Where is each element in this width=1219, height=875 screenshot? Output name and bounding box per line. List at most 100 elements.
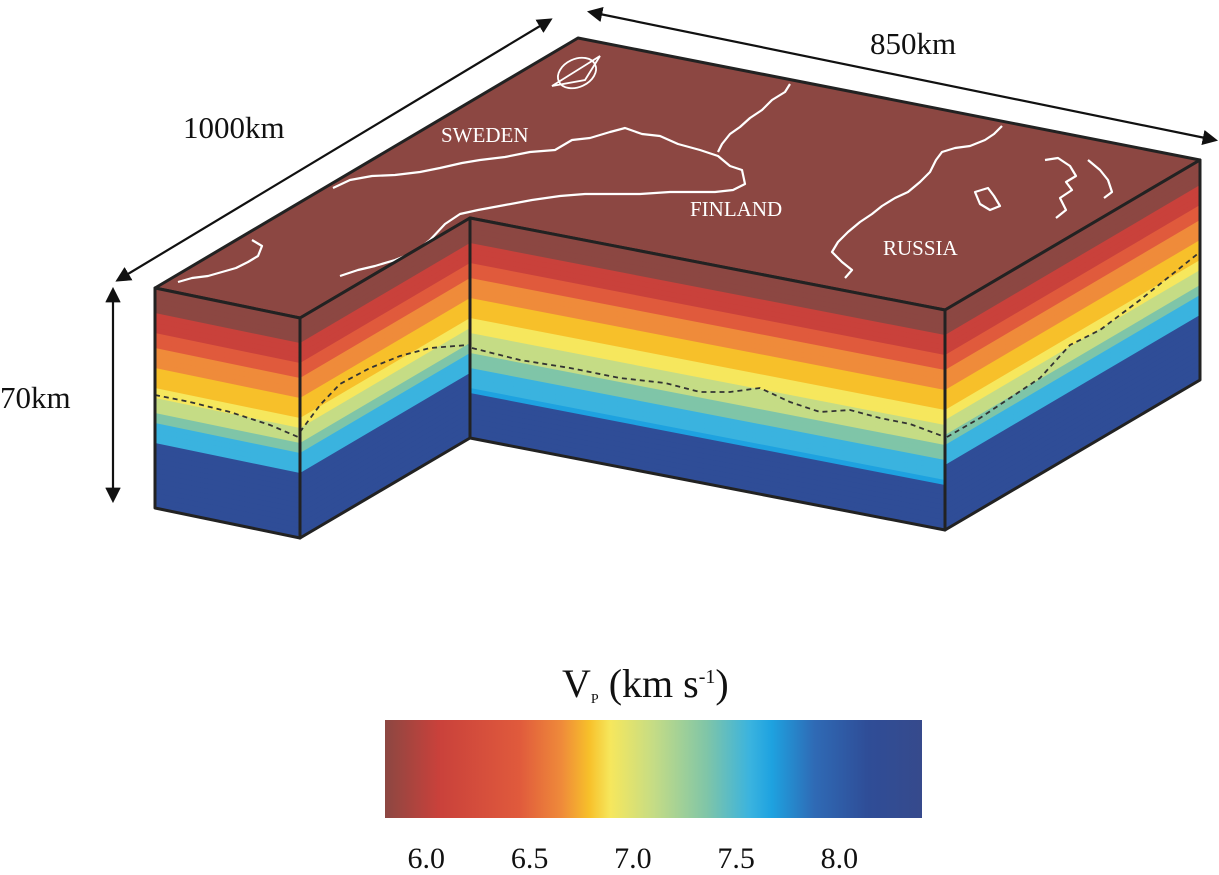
velocity-band [155, 368, 300, 404]
velocity-band [155, 353, 300, 389]
velocity-band [470, 408, 945, 506]
velocity-band [470, 308, 945, 406]
velocity-band [470, 283, 945, 381]
velocity-band [155, 498, 300, 534]
velocity-band [945, 365, 1200, 521]
velocity-band [945, 360, 1200, 516]
velocity-band [300, 358, 470, 464]
velocity-band [155, 403, 300, 439]
velocity-band [945, 195, 1200, 351]
velocity-band [945, 355, 1200, 511]
velocity-band [945, 315, 1200, 471]
velocity-band [155, 473, 300, 509]
right-face [945, 160, 1200, 530]
velocity-band [155, 298, 300, 334]
velocity-band [300, 428, 470, 534]
velocity-band [470, 318, 945, 416]
velocity-band [155, 318, 300, 354]
velocity-band [470, 368, 945, 466]
colorbar-title: VP (km s-1) [562, 661, 729, 707]
velocity-band [155, 348, 300, 384]
velocity-band [470, 288, 945, 386]
velocity-band [945, 205, 1200, 361]
velocity-band [470, 253, 945, 351]
velocity-band [155, 478, 300, 514]
velocity-band [300, 363, 470, 469]
velocity-band [155, 383, 300, 419]
velocity-band [470, 263, 945, 361]
colorbar-tick-label: 8.0 [821, 842, 859, 875]
velocity-band [470, 293, 945, 391]
velocity-band [945, 230, 1200, 386]
velocity-band [470, 233, 945, 331]
velocity-band [300, 368, 470, 474]
velocity-band [300, 383, 470, 489]
velocity-band [300, 288, 470, 394]
colorbar-title-sub: P [591, 692, 599, 707]
velocity-band [155, 308, 300, 344]
coast-east-2 [1087, 159, 1114, 199]
dimension-label-70km: 70km [0, 380, 71, 415]
velocity-band [945, 325, 1200, 481]
velocity-band [155, 428, 300, 464]
velocity-band [155, 333, 300, 369]
velocity-band [470, 268, 945, 366]
velocity-band [945, 310, 1200, 466]
velocity-band [945, 235, 1200, 391]
velocity-band [155, 398, 300, 434]
velocity-band [945, 255, 1200, 411]
velocity-band [300, 408, 470, 514]
velocity-band [945, 170, 1200, 326]
velocity-band [945, 350, 1200, 506]
colorbar-gradient [385, 720, 922, 818]
colorbar-tick-label: 7.5 [717, 842, 755, 875]
velocity-band [300, 343, 470, 449]
velocity-band [470, 378, 945, 476]
velocity-band [945, 345, 1200, 501]
velocity-band [155, 453, 300, 489]
colorbar-title-unit: (km s [609, 661, 699, 706]
velocity-band [155, 448, 300, 484]
velocity-band [945, 305, 1200, 461]
moho-dashed-line [154, 251, 1201, 438]
velocity-band [470, 333, 945, 431]
velocity-band [945, 220, 1200, 376]
velocity-band [470, 388, 945, 486]
velocity-band [300, 393, 470, 499]
velocity-band [300, 298, 470, 404]
velocity-band [300, 413, 470, 519]
block-outline [153, 158, 1202, 540]
velocity-band [155, 388, 300, 424]
label-finland: FINLAND [690, 197, 782, 221]
velocity-band [945, 320, 1200, 476]
label-sweden: SWEDEN [441, 123, 529, 147]
dimension-label-850km: 850km [870, 26, 956, 61]
velocity-band [470, 248, 945, 346]
colorbar-title-sup: -1 [699, 666, 716, 688]
velocity-band [300, 283, 470, 389]
velocity-band [155, 323, 300, 359]
velocity-band [945, 275, 1200, 431]
velocity-band [300, 263, 470, 369]
velocity-band [300, 338, 470, 444]
velocity-band [300, 353, 470, 459]
velocity-band [155, 493, 300, 529]
velocity-band [945, 290, 1200, 446]
velocity-band [300, 378, 470, 484]
velocity-band [470, 228, 945, 326]
velocity-band [300, 308, 470, 414]
velocity-band [470, 363, 945, 461]
velocity-band [470, 423, 945, 521]
velocity-band [945, 215, 1200, 371]
velocity-band [155, 408, 300, 444]
velocity-band [300, 268, 470, 374]
velocity-band [155, 328, 300, 364]
velocity-band [470, 383, 945, 481]
velocity-band [945, 240, 1200, 396]
velocity-band [155, 468, 300, 504]
finland-russia-border [830, 125, 1003, 279]
velocity-band [300, 333, 470, 439]
velocity-band [945, 295, 1200, 451]
velocity-band [945, 330, 1200, 486]
